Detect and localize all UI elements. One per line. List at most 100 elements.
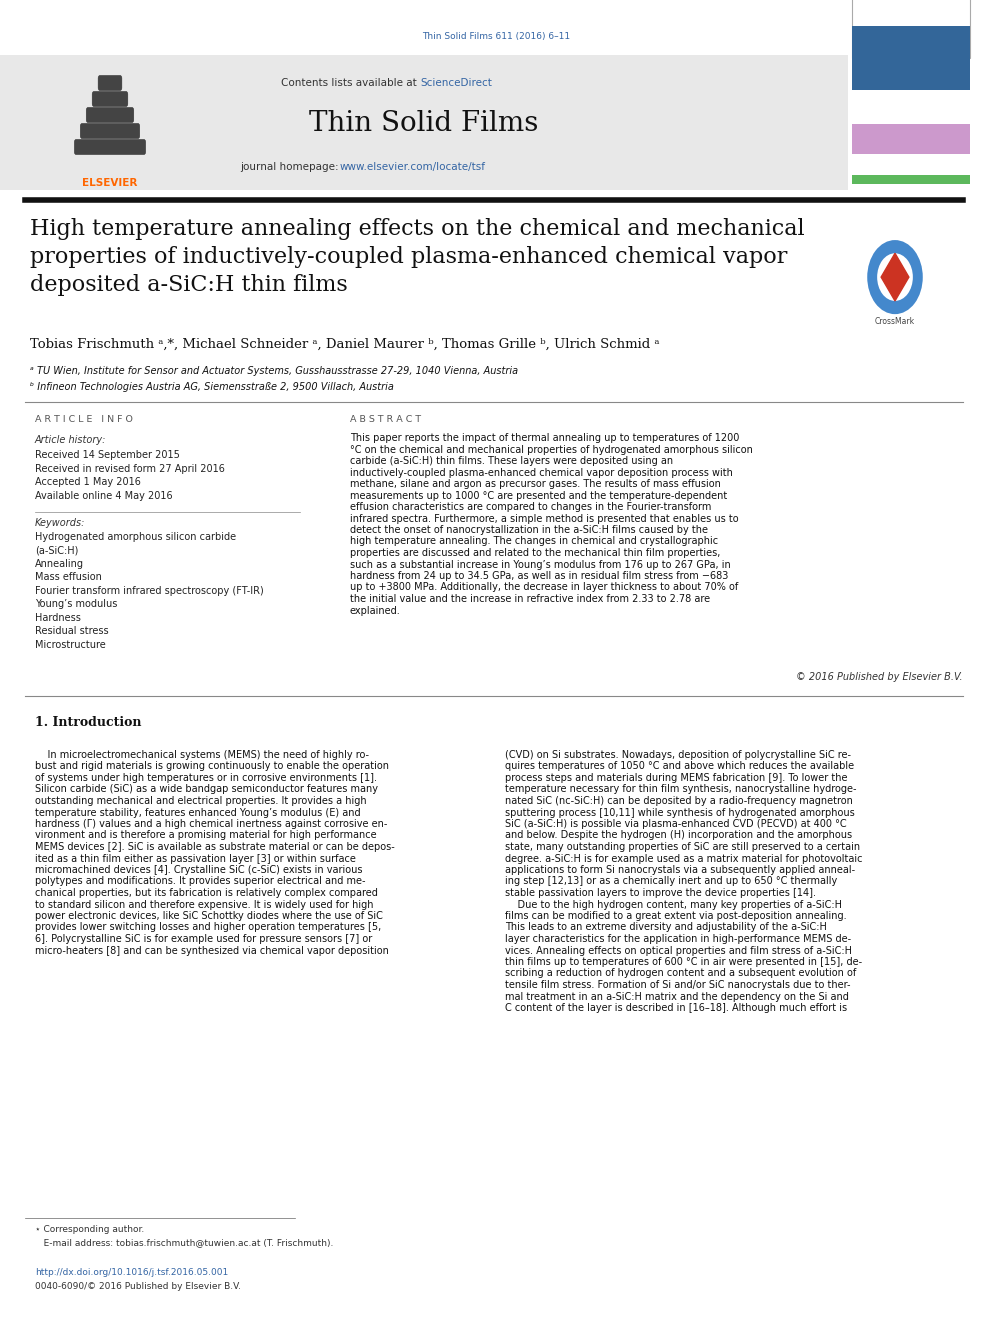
Text: carbide (a-SiC:H) thin films. These layers were deposited using an: carbide (a-SiC:H) thin films. These laye… bbox=[350, 456, 674, 466]
Text: thin films up to temperatures of 600 °C in air were presented in [15], de-: thin films up to temperatures of 600 °C … bbox=[505, 957, 862, 967]
Text: Young’s modulus: Young’s modulus bbox=[35, 599, 117, 610]
FancyBboxPatch shape bbox=[86, 107, 134, 123]
Text: Due to the high hydrogen content, many key properties of a-SiC:H: Due to the high hydrogen content, many k… bbox=[505, 900, 842, 909]
Text: vices. Annealing effects on optical properties and film stress of a-SiC:H: vices. Annealing effects on optical prop… bbox=[505, 946, 852, 955]
Text: and below. Despite the hydrogen (H) incorporation and the amorphous: and below. Despite the hydrogen (H) inco… bbox=[505, 831, 852, 840]
Text: journal homepage:: journal homepage: bbox=[240, 161, 342, 172]
Text: hardness (Γ) values and a high chemical inertness against corrosive en-: hardness (Γ) values and a high chemical … bbox=[35, 819, 387, 830]
Text: nated SiC (nc-SiC:H) can be deposited by a radio-frequency magnetron: nated SiC (nc-SiC:H) can be deposited by… bbox=[505, 796, 853, 806]
Text: E-mail address: tobias.frischmuth@tuwien.ac.at (T. Frischmuth).: E-mail address: tobias.frischmuth@tuwien… bbox=[35, 1238, 333, 1248]
FancyBboxPatch shape bbox=[0, 56, 848, 191]
Text: explained.: explained. bbox=[350, 606, 401, 615]
Text: A B S T R A C T: A B S T R A C T bbox=[350, 415, 422, 423]
Text: bust and rigid materials is growing continuously to enable the operation: bust and rigid materials is growing cont… bbox=[35, 762, 389, 771]
Text: Mass effusion: Mass effusion bbox=[35, 573, 102, 582]
Text: tensile film stress. Formation of Si and/or SiC nanocrystals due to ther-: tensile film stress. Formation of Si and… bbox=[505, 980, 850, 990]
Text: measurements up to 1000 °C are presented and the temperature-dependent: measurements up to 1000 °C are presented… bbox=[350, 491, 727, 500]
FancyBboxPatch shape bbox=[852, 0, 970, 58]
Text: ELSEVIER: ELSEVIER bbox=[82, 179, 138, 188]
Text: methane, silane and argon as precursor gases. The results of mass effusion: methane, silane and argon as precursor g… bbox=[350, 479, 721, 490]
Text: state, many outstanding properties of SiC are still preserved to a certain: state, many outstanding properties of Si… bbox=[505, 841, 860, 852]
Text: stable passivation layers to improve the device properties [14].: stable passivation layers to improve the… bbox=[505, 888, 816, 898]
Text: Thin Solid Films: Thin Solid Films bbox=[310, 110, 539, 138]
Text: mal treatment in an a-SiC:H matrix and the dependency on the Si and: mal treatment in an a-SiC:H matrix and t… bbox=[505, 991, 849, 1002]
Text: degree. a-SiC:H is for example used as a matrix material for photovoltaic: degree. a-SiC:H is for example used as a… bbox=[505, 853, 862, 864]
Text: applications to form Si nanocrystals via a subsequently applied anneal-: applications to form Si nanocrystals via… bbox=[505, 865, 855, 875]
Text: SiC (a-SiC:H) is possible via plasma-enhanced CVD (PECVD) at 400 °C: SiC (a-SiC:H) is possible via plasma-enh… bbox=[505, 819, 846, 830]
Text: In microelectromechanical systems (MEMS) the need of highly ro-: In microelectromechanical systems (MEMS)… bbox=[35, 750, 369, 759]
Text: Residual stress: Residual stress bbox=[35, 627, 109, 636]
Text: ScienceDirect: ScienceDirect bbox=[420, 78, 492, 89]
Text: ᵇ Infineon Technologies Austria AG, Siemensstraße 2, 9500 Villach, Austria: ᵇ Infineon Technologies Austria AG, Siem… bbox=[30, 382, 394, 392]
Text: MEMS devices [2]. SiC is available as substrate material or can be depos-: MEMS devices [2]. SiC is available as su… bbox=[35, 841, 395, 852]
FancyBboxPatch shape bbox=[74, 139, 146, 155]
Text: Tobias Frischmuth ᵃ,*, Michael Schneider ᵃ, Daniel Maurer ᵇ, Thomas Grille ᵇ, Ul: Tobias Frischmuth ᵃ,*, Michael Schneider… bbox=[30, 337, 660, 351]
Text: 0040-6090/© 2016 Published by Elsevier B.V.: 0040-6090/© 2016 Published by Elsevier B… bbox=[35, 1282, 241, 1291]
FancyBboxPatch shape bbox=[852, 26, 970, 90]
Text: Silicon carbide (SiC) as a wide bandgap semiconductor features many: Silicon carbide (SiC) as a wide bandgap … bbox=[35, 785, 378, 795]
Text: Fourier transform infrared spectroscopy (FT-IR): Fourier transform infrared spectroscopy … bbox=[35, 586, 264, 595]
Text: CrossMark: CrossMark bbox=[875, 316, 915, 325]
Text: up to +3800 MPa. Additionally, the decrease in layer thickness to about 70% of: up to +3800 MPa. Additionally, the decre… bbox=[350, 582, 738, 593]
FancyBboxPatch shape bbox=[852, 175, 970, 184]
Text: Thin Solid Films 611 (2016) 6–11: Thin Solid Films 611 (2016) 6–11 bbox=[422, 32, 570, 41]
Text: properties are discussed and related to the mechanical thin film properties,: properties are discussed and related to … bbox=[350, 548, 720, 558]
Text: Hydrogenated amorphous silicon carbide: Hydrogenated amorphous silicon carbide bbox=[35, 532, 236, 542]
Text: ing step [12,13] or as a chemically inert and up to 650 °C thermally: ing step [12,13] or as a chemically iner… bbox=[505, 877, 837, 886]
Text: 1. Introduction: 1. Introduction bbox=[35, 716, 142, 729]
Text: Keywords:: Keywords: bbox=[35, 519, 85, 528]
Text: effusion characteristics are compared to changes in the Fourier-transform: effusion characteristics are compared to… bbox=[350, 501, 711, 512]
Text: C content of the layer is described in [16–18]. Although much effort is: C content of the layer is described in [… bbox=[505, 1003, 847, 1013]
Text: high temperature annealing. The changes in chemical and crystallographic: high temperature annealing. The changes … bbox=[350, 537, 718, 546]
Text: Hardness: Hardness bbox=[35, 613, 81, 623]
Text: infrared spectra. Furthermore, a simple method is presented that enables us to: infrared spectra. Furthermore, a simple … bbox=[350, 513, 739, 524]
Text: °C on the chemical and mechanical properties of hydrogenated amorphous silicon: °C on the chemical and mechanical proper… bbox=[350, 445, 753, 455]
FancyBboxPatch shape bbox=[92, 91, 128, 107]
Text: provides lower switching losses and higher operation temperatures [5,: provides lower switching losses and high… bbox=[35, 922, 381, 933]
Text: (CVD) on Si substrates. Nowadays, deposition of polycrystalline SiC re-: (CVD) on Si substrates. Nowadays, deposi… bbox=[505, 750, 851, 759]
Text: Microstructure: Microstructure bbox=[35, 640, 106, 650]
Text: power electronic devices, like SiC Schottky diodes where the use of SiC: power electronic devices, like SiC Schot… bbox=[35, 912, 383, 921]
Text: to standard silicon and therefore expensive. It is widely used for high: to standard silicon and therefore expens… bbox=[35, 900, 374, 909]
Text: temperature necessary for thin film synthesis, nanocrystalline hydroge-: temperature necessary for thin film synt… bbox=[505, 785, 856, 795]
Circle shape bbox=[877, 253, 913, 300]
FancyBboxPatch shape bbox=[80, 123, 140, 139]
FancyBboxPatch shape bbox=[98, 75, 122, 91]
Text: Article history:: Article history: bbox=[35, 435, 106, 445]
Text: Available online 4 May 2016: Available online 4 May 2016 bbox=[35, 491, 173, 500]
Text: scribing a reduction of hydrogen content and a subsequent evolution of: scribing a reduction of hydrogen content… bbox=[505, 968, 856, 979]
Text: polytypes and modifications. It provides superior electrical and me-: polytypes and modifications. It provides… bbox=[35, 877, 365, 886]
Text: High temperature annealing effects on the chemical and mechanical
properties of : High temperature annealing effects on th… bbox=[30, 218, 805, 296]
Text: detect the onset of nanocrystallization in the a-SiC:H films caused by the: detect the onset of nanocrystallization … bbox=[350, 525, 708, 534]
Text: micromachined devices [4]. Crystalline SiC (c-SiC) exists in various: micromachined devices [4]. Crystalline S… bbox=[35, 865, 362, 875]
Text: 6]. Polycrystalline SiC is for example used for pressure sensors [7] or: 6]. Polycrystalline SiC is for example u… bbox=[35, 934, 372, 945]
FancyBboxPatch shape bbox=[852, 26, 970, 58]
Text: layer characteristics for the application in high-performance MEMS de-: layer characteristics for the applicatio… bbox=[505, 934, 851, 945]
Text: http://dx.doi.org/10.1016/j.tsf.2016.05.001: http://dx.doi.org/10.1016/j.tsf.2016.05.… bbox=[35, 1267, 228, 1277]
Circle shape bbox=[867, 239, 923, 314]
Text: sputtering process [10,11] while synthesis of hydrogenated amorphous: sputtering process [10,11] while synthes… bbox=[505, 807, 855, 818]
Text: Accepted 1 May 2016: Accepted 1 May 2016 bbox=[35, 478, 141, 487]
Text: This paper reports the impact of thermal annealing up to temperatures of 1200: This paper reports the impact of thermal… bbox=[350, 433, 739, 443]
Text: hardness from 24 up to 34.5 GPa, as well as in residual film stress from −683: hardness from 24 up to 34.5 GPa, as well… bbox=[350, 572, 728, 581]
Polygon shape bbox=[881, 253, 909, 300]
Text: vironment and is therefore a promising material for high performance: vironment and is therefore a promising m… bbox=[35, 831, 377, 840]
Text: films can be modified to a great extent via post-deposition annealing.: films can be modified to a great extent … bbox=[505, 912, 846, 921]
Text: such as a substantial increase in Young’s modulus from 176 up to 267 GPa, in: such as a substantial increase in Young’… bbox=[350, 560, 731, 569]
Text: micro-heaters [8] and can be synthesized via chemical vapor deposition: micro-heaters [8] and can be synthesized… bbox=[35, 946, 389, 955]
Text: of systems under high temperatures or in corrosive environments [1].: of systems under high temperatures or in… bbox=[35, 773, 377, 783]
Text: ♦♥♣: ♦♥♣ bbox=[99, 143, 121, 152]
Text: Received in revised form 27 April 2016: Received in revised form 27 April 2016 bbox=[35, 463, 225, 474]
Text: This leads to an extreme diversity and adjustability of the a-SiC:H: This leads to an extreme diversity and a… bbox=[505, 922, 827, 933]
Text: thin
solid
films: thin solid films bbox=[858, 94, 889, 126]
Text: outstanding mechanical and electrical properties. It provides a high: outstanding mechanical and electrical pr… bbox=[35, 796, 367, 806]
Text: Annealing: Annealing bbox=[35, 560, 84, 569]
Text: Contents lists available at: Contents lists available at bbox=[281, 78, 420, 89]
Text: process steps and materials during MEMS fabrication [9]. To lower the: process steps and materials during MEMS … bbox=[505, 773, 847, 783]
Text: Received 14 September 2015: Received 14 September 2015 bbox=[35, 450, 180, 460]
Text: (a-SiC:H): (a-SiC:H) bbox=[35, 545, 78, 556]
Text: ᵃ TU Wien, Institute for Sensor and Actuator Systems, Gusshausstrasse 27-29, 104: ᵃ TU Wien, Institute for Sensor and Actu… bbox=[30, 366, 518, 376]
Text: the initial value and the increase in refractive index from 2.33 to 2.78 are: the initial value and the increase in re… bbox=[350, 594, 710, 605]
Text: © 2016 Published by Elsevier B.V.: © 2016 Published by Elsevier B.V. bbox=[797, 672, 963, 681]
Text: www.elsevier.com/locate/tsf: www.elsevier.com/locate/tsf bbox=[340, 161, 486, 172]
